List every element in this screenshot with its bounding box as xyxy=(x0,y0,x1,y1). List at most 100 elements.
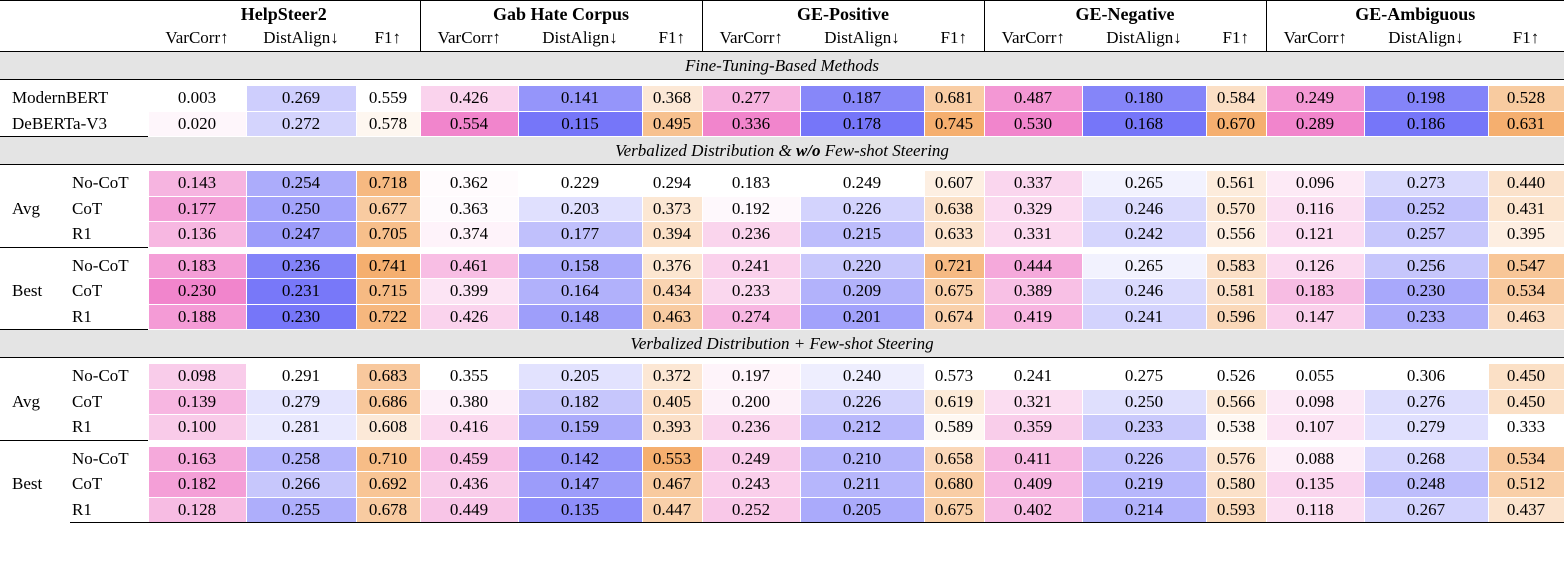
value-cell: 0.143 xyxy=(147,170,247,197)
value-cell: 0.158 xyxy=(517,252,643,279)
value-cell: 0.135 xyxy=(517,496,643,523)
value-cell: 0.419 xyxy=(983,303,1083,330)
value-cell: 0.409 xyxy=(983,471,1083,498)
value-cell: 0.440 xyxy=(1487,170,1564,197)
value-cell: 0.718 xyxy=(355,170,421,197)
metric-header: F1↑ xyxy=(1206,25,1266,52)
metric-header: F1↑ xyxy=(924,25,984,52)
value-cell: 0.534 xyxy=(1487,445,1564,472)
dataset-header: GE-Negative xyxy=(983,0,1266,25)
group-spacer xyxy=(0,79,1564,86)
value-cell: 0.675 xyxy=(923,496,985,523)
value-cell: 0.394 xyxy=(641,221,703,248)
value-cell: 0.240 xyxy=(799,363,925,390)
section-header-row: Verbalized Distribution & w/o Few-shot S… xyxy=(0,136,1564,165)
value-cell: 0.164 xyxy=(517,278,643,305)
table-row: DeBERTa-V3 0.020 0.272 0.578 0.554 0.115 0.495… xyxy=(0,110,1564,137)
method-name: CoT xyxy=(72,391,103,411)
value-cell: 0.258 xyxy=(245,445,357,472)
value-cell: 0.210 xyxy=(799,445,925,472)
value-cell: 0.201 xyxy=(799,303,925,330)
value-cell: 0.581 xyxy=(1205,278,1267,305)
value-cell: 0.526 xyxy=(1205,363,1267,390)
value-cell: 0.745 xyxy=(923,110,985,137)
value-cell: 0.680 xyxy=(923,471,985,498)
value-cell: 0.159 xyxy=(517,414,643,441)
value-cell: 0.463 xyxy=(641,303,703,330)
value-cell: 0.211 xyxy=(799,471,925,498)
dataset-header: GE-Ambiguous xyxy=(1265,0,1564,25)
value-cell: 0.248 xyxy=(1363,471,1489,498)
value-cell: 0.705 xyxy=(355,221,421,248)
value-cell: 0.274 xyxy=(701,303,801,330)
value-cell: 0.570 xyxy=(1205,195,1267,222)
value-cell: 0.538 xyxy=(1205,414,1267,441)
value-cell: 0.495 xyxy=(641,110,703,137)
value-cell: 0.126 xyxy=(1265,252,1365,279)
metric-header: DistAlign↓ xyxy=(518,25,642,52)
section-title-bold: w/o xyxy=(795,140,821,160)
section-header-row: Fine-Tuning-Based Methods xyxy=(0,51,1564,80)
value-cell: 0.203 xyxy=(517,195,643,222)
value-cell: 0.233 xyxy=(701,278,801,305)
metric-header: VarCorr↑ xyxy=(419,25,518,52)
value-cell: 0.683 xyxy=(355,363,421,390)
section-title-post: Few-shot Steering xyxy=(820,140,949,160)
value-cell: 0.608 xyxy=(355,414,421,441)
value-cell: 0.231 xyxy=(245,278,357,305)
value-cell: 0.291 xyxy=(245,363,357,390)
group-spacer xyxy=(0,439,1564,446)
value-cell: 0.675 xyxy=(923,278,985,305)
value-cell: 0.178 xyxy=(799,110,925,137)
value-cell: 0.463 xyxy=(1487,303,1564,330)
method-name: DeBERTa-V3 xyxy=(12,113,108,133)
value-cell: 0.141 xyxy=(517,85,643,112)
method-name: No-CoT xyxy=(72,173,129,193)
value-cell: 0.721 xyxy=(923,252,985,279)
value-cell: 0.275 xyxy=(1081,363,1207,390)
section-title: Verbalized Distribution + Few-shot Steer… xyxy=(0,329,1564,358)
value-cell: 0.584 xyxy=(1205,85,1267,112)
group-spacer xyxy=(0,246,1564,253)
value-cell: 0.252 xyxy=(1363,195,1489,222)
value-cell: 0.236 xyxy=(701,414,801,441)
value-cell: 0.331 xyxy=(983,221,1083,248)
value-cell: 0.183 xyxy=(147,252,247,279)
table-row: R1 0.100 0.281 0.608 0.416 0.159 0.393 0.236 0.2… xyxy=(0,414,1564,441)
value-cell: 0.256 xyxy=(1363,252,1489,279)
table-row: CoT 0.139 0.279 0.686 0.380 0.182 0.405 0.200 0.… xyxy=(0,388,1564,415)
method-name: R1 xyxy=(72,224,92,243)
spacer-cell xyxy=(0,79,1564,86)
value-cell: 0.444 xyxy=(983,252,1083,279)
value-cell: 0.255 xyxy=(245,496,357,523)
dataset-header-row: HelpSteer2 Gab Hate Corpus GE-Positive G… xyxy=(0,0,1564,25)
value-cell: 0.674 xyxy=(923,303,985,330)
value-cell: 0.566 xyxy=(1205,388,1267,415)
value-cell: 0.142 xyxy=(517,445,643,472)
value-cell: 0.249 xyxy=(701,445,801,472)
value-cell: 0.578 xyxy=(355,110,421,137)
value-cell: 0.121 xyxy=(1265,221,1365,248)
value-cell: 0.198 xyxy=(1363,85,1489,112)
value-cell: 0.209 xyxy=(799,278,925,305)
metric-header: VarCorr↑ xyxy=(701,25,800,52)
method-name: ModernBERT xyxy=(12,88,109,108)
value-cell: 0.118 xyxy=(1265,496,1365,523)
metric-header-row: VarCorr↑ DistAlign↓ F1↑ VarCorr↑ DistAlign↓ F… xyxy=(0,25,1564,52)
value-cell: 0.186 xyxy=(1363,110,1489,137)
value-cell: 0.003 xyxy=(147,85,247,112)
value-cell: 0.686 xyxy=(355,388,421,415)
method-name: CoT xyxy=(72,281,103,301)
value-cell: 0.583 xyxy=(1205,252,1267,279)
value-cell: 0.431 xyxy=(1487,195,1564,222)
value-cell: 0.362 xyxy=(419,170,519,197)
group-label: Avg xyxy=(12,198,41,218)
value-cell: 0.359 xyxy=(983,414,1083,441)
value-cell: 0.607 xyxy=(923,170,985,197)
value-cell: 0.205 xyxy=(799,496,925,523)
method-name: No-CoT xyxy=(72,255,129,275)
value-cell: 0.020 xyxy=(147,110,247,137)
value-cell: 0.426 xyxy=(419,85,519,112)
value-cell: 0.116 xyxy=(1265,195,1365,222)
section-title: Fine-Tuning-Based Methods xyxy=(0,51,1564,80)
